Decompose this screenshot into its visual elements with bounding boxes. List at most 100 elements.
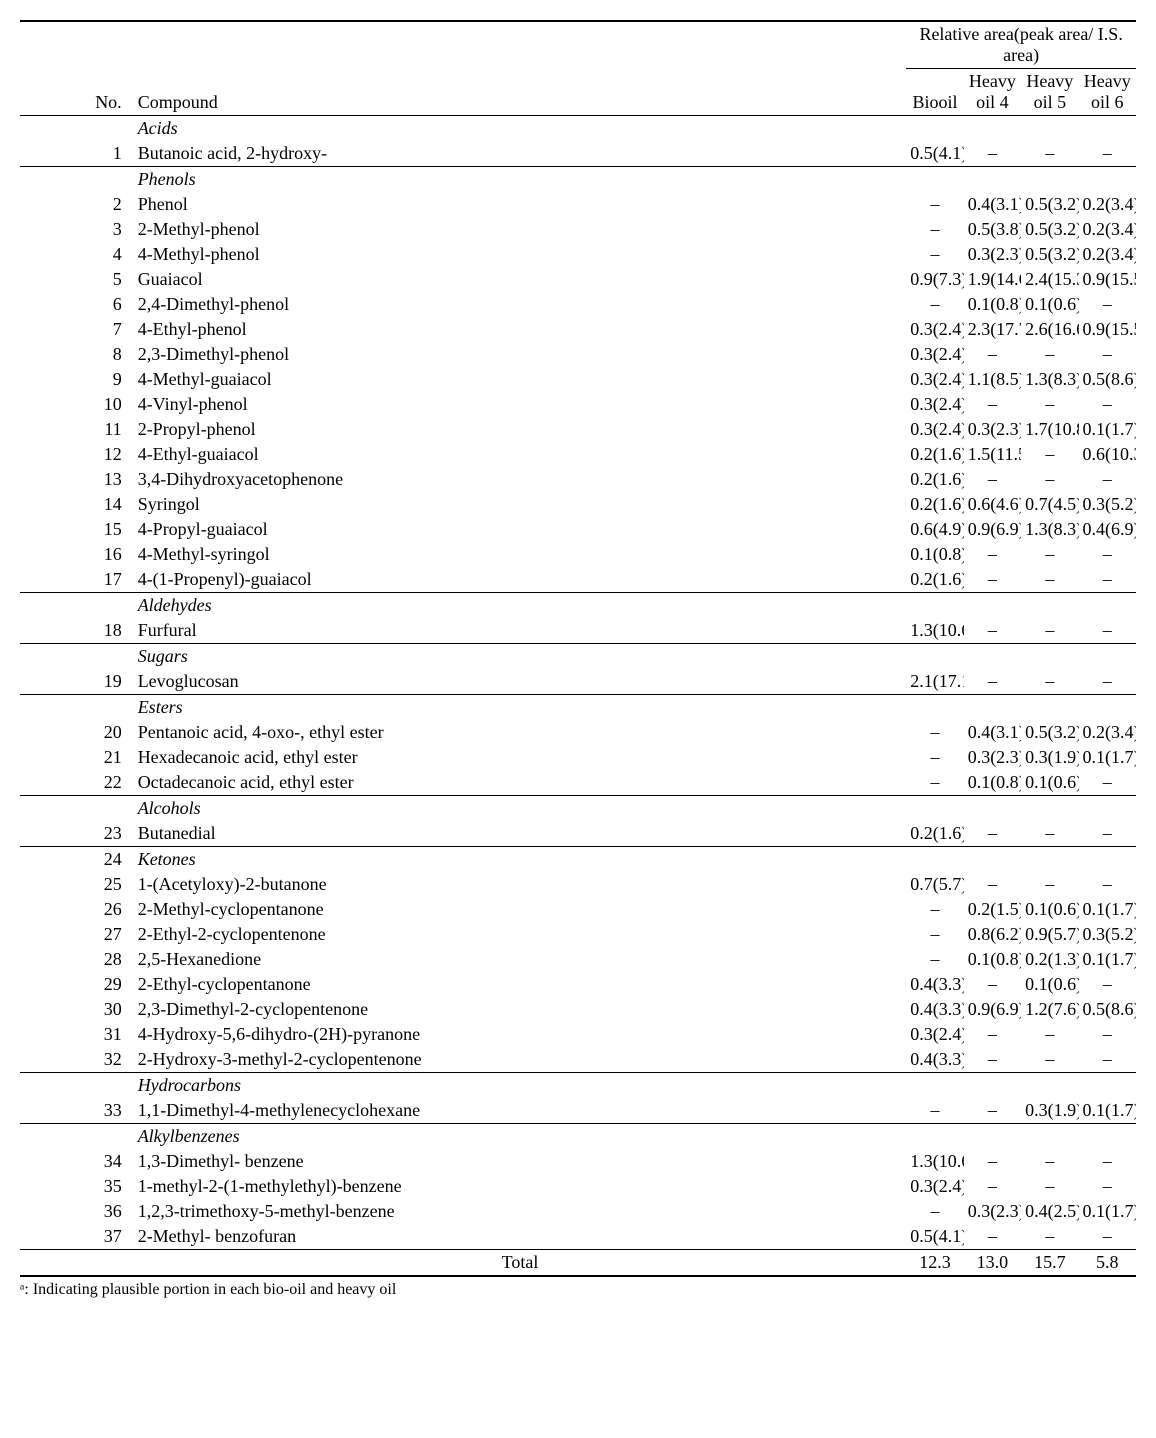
cell-ho5: – [1021, 342, 1078, 367]
cell-ho6: 0.5(8.6) [1079, 367, 1136, 392]
table-row: 322-Hydroxy-3-methyl-2-cyclopentenone0.4… [20, 1047, 1136, 1073]
cell-ho4: 0.1(0.8) [964, 947, 1021, 972]
cell-empty [1079, 116, 1136, 142]
cell-empty [1079, 847, 1136, 873]
cell-empty [964, 847, 1021, 873]
table-row: 372-Methyl- benzofuran0.5(4.1)––– [20, 1224, 1136, 1250]
cell-ho6: 0.1(1.7) [1079, 745, 1136, 770]
table-row: 44-Methyl-phenol–0.3(2.3)0.5(3.2)0.2(3.4… [20, 242, 1136, 267]
cell-ho5: 0.1(0.6) [1021, 897, 1078, 922]
row-no [20, 593, 134, 619]
table-row: 19Levoglucosan2.1(17.1)––– [20, 669, 1136, 695]
compound-name: 4-(1-Propenyl)-guaiacol [134, 567, 907, 593]
compound-name: 4-Methyl-syringol [134, 542, 907, 567]
cell-ho4: 0.3(2.3) [964, 242, 1021, 267]
cell-empty [906, 1073, 963, 1099]
category-label: Ketones [134, 847, 907, 873]
header-compound: Compound [134, 21, 907, 116]
total-row: Total12.313.015.75.8 [20, 1250, 1136, 1277]
row-no: 31 [20, 1022, 134, 1047]
cell-empty [964, 593, 1021, 619]
cell-ho6: 0.2(3.4) [1079, 192, 1136, 217]
table-row: 361,2,3-trimethoxy-5-methyl-benzene–0.3(… [20, 1199, 1136, 1224]
cell-biooil: 0.5(4.1) [906, 1224, 963, 1250]
row-no: 24 [20, 847, 134, 873]
cell-empty [1079, 167, 1136, 193]
cell-empty [964, 695, 1021, 721]
cell-ho4: 1.5(11.5) [964, 442, 1021, 467]
cell-biooil: – [906, 1098, 963, 1124]
row-no: 11 [20, 417, 134, 442]
cell-ho5: 0.7(4.5) [1021, 492, 1078, 517]
table-row: 62,4-Dimethyl-phenol–0.1(0.8)0.1(0.6)– [20, 292, 1136, 317]
cell-ho4: 1.9(14.6) [964, 267, 1021, 292]
cell-empty [1021, 1124, 1078, 1150]
cell-biooil: 0.1(0.8) [906, 542, 963, 567]
cell-biooil: – [906, 217, 963, 242]
header-ho5: Heavy oil 5 [1021, 69, 1078, 116]
cell-empty [906, 644, 963, 670]
cell-empty [964, 167, 1021, 193]
cell-ho5: 0.3(1.9) [1021, 745, 1078, 770]
cell-ho5: – [1021, 1022, 1078, 1047]
table-row: 272-Ethyl-2-cyclopentenone–0.8(6.2)0.9(5… [20, 922, 1136, 947]
cell-ho4: 0.5(3.8) [964, 217, 1021, 242]
cell-biooil: – [906, 1199, 963, 1224]
row-no: 29 [20, 972, 134, 997]
row-no: 2 [20, 192, 134, 217]
compound-name: Guaiacol [134, 267, 907, 292]
cell-ho4: 0.3(2.3) [964, 745, 1021, 770]
cell-biooil: – [906, 292, 963, 317]
cell-biooil: 0.5(4.1)ᵃ [906, 141, 963, 167]
cell-ho6: – [1079, 1047, 1136, 1073]
category-row: Alcohols [20, 796, 1136, 822]
row-no: 30 [20, 997, 134, 1022]
cell-ho6: 0.4(6.9) [1079, 517, 1136, 542]
table-row: 302,3-Dimethyl-2-cyclopentenone0.4(3.3)0… [20, 997, 1136, 1022]
compound-name: 4-Vinyl-phenol [134, 392, 907, 417]
cell-ho6: 0.6(10.3) [1079, 442, 1136, 467]
row-no: 15 [20, 517, 134, 542]
cell-empty [1021, 116, 1078, 142]
cell-ho5: 0.5(3.2) [1021, 217, 1078, 242]
cell-biooil: – [906, 745, 963, 770]
cell-ho5: – [1021, 392, 1078, 417]
cell-ho6: – [1079, 467, 1136, 492]
cell-biooil: 0.3(2.4) [906, 392, 963, 417]
cell-ho5: – [1021, 542, 1078, 567]
compound-name: 4-Propyl-guaiacol [134, 517, 907, 542]
cell-ho5: – [1021, 618, 1078, 644]
cell-ho6: – [1079, 821, 1136, 847]
cell-empty [1021, 796, 1078, 822]
cell-ho5: – [1021, 669, 1078, 695]
cell-ho4: 0.1(0.8) [964, 292, 1021, 317]
compound-name: 2,3-Dimethyl-2-cyclopentenone [134, 997, 907, 1022]
cell-ho6: – [1079, 1149, 1136, 1174]
row-no [20, 796, 134, 822]
cell-ho6: 0.1(1.7) [1079, 1199, 1136, 1224]
total-label: Total [134, 1250, 907, 1277]
cell-ho6: – [1079, 618, 1136, 644]
row-no: 12 [20, 442, 134, 467]
compound-name: 2,3-Dimethyl-phenol [134, 342, 907, 367]
compound-name: Hexadecanoic acid, ethyl ester [134, 745, 907, 770]
header-no: No. [20, 21, 134, 116]
cell-ho5: 0.9(5.7) [1021, 922, 1078, 947]
cell-ho4: – [964, 821, 1021, 847]
cell-empty [1021, 1073, 1078, 1099]
cell-ho4: 0.9(6.9) [964, 517, 1021, 542]
table-row: 164-Methyl-syringol0.1(0.8)––– [20, 542, 1136, 567]
row-no: 7 [20, 317, 134, 342]
cell-ho5: – [1021, 442, 1078, 467]
compound-name: 2-Methyl-cyclopentanone [134, 897, 907, 922]
cell-ho4: – [964, 618, 1021, 644]
row-no: 6 [20, 292, 134, 317]
cell-ho5: 0.5(3.2) [1021, 192, 1078, 217]
compound-name: 2-Ethyl-2-cyclopentenone [134, 922, 907, 947]
cell-ho6: – [1079, 1224, 1136, 1250]
table-row: 20Pentanoic acid, 4-oxo-, ethyl ester–0.… [20, 720, 1136, 745]
row-no [20, 644, 134, 670]
cell-empty [906, 695, 963, 721]
cell-ho6: – [1079, 1174, 1136, 1199]
cell-ho6: 0.5(8.6) [1079, 997, 1136, 1022]
